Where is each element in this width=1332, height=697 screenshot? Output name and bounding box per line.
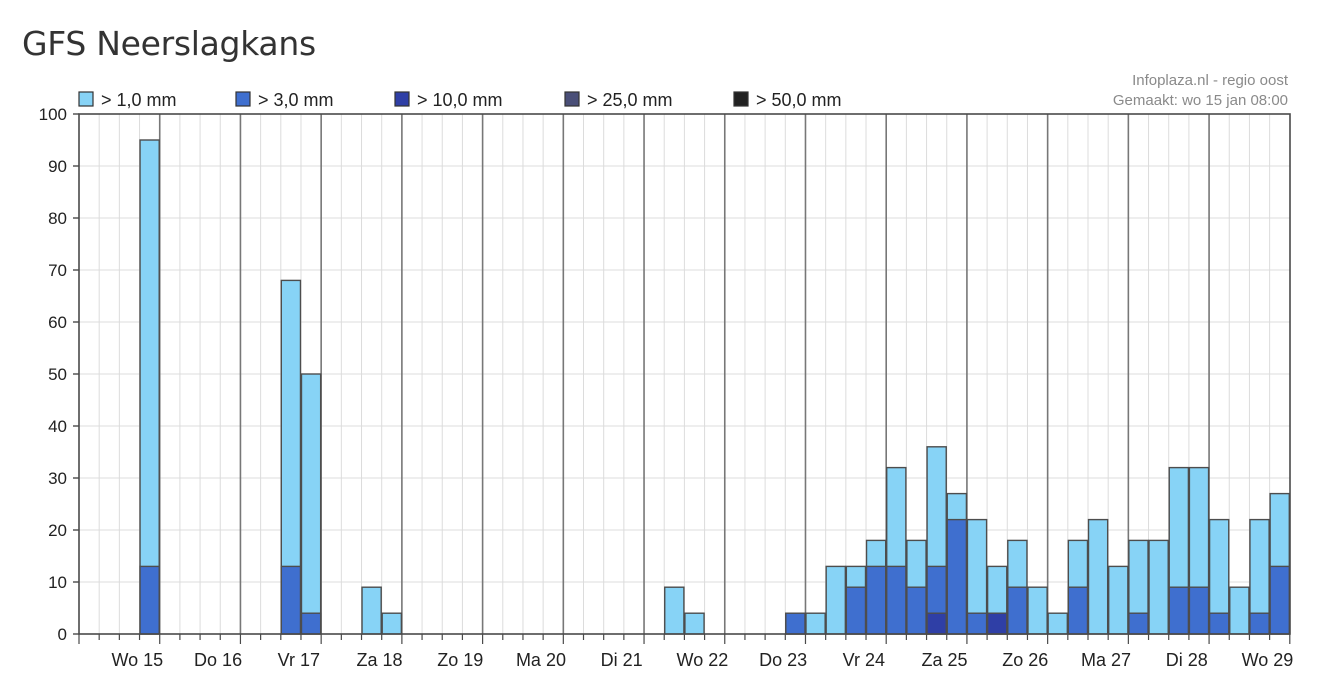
- x-axis: Wo 15 Do 16 Vr 17 Za 18 Zo 19 Ma 20 Di 21 Wo 22…: [78, 634, 1294, 670]
- bar-gt1: [1087, 518, 1109, 635]
- legend-swatch-gt50: [733, 91, 749, 107]
- bar-gt3: [1188, 586, 1210, 635]
- x-day-label: Wo 15: [112, 650, 164, 670]
- credit-source: Infoplaza.nl - regio oost: [1132, 72, 1288, 89]
- x-day-label: Ma 20: [516, 650, 566, 670]
- bar-gt3: [966, 612, 988, 635]
- x-day-label: Za 18: [357, 650, 403, 670]
- x-day-label: Wo 22: [677, 650, 729, 670]
- bar-gt3: [1168, 586, 1190, 635]
- x-day-label: Do 16: [194, 650, 242, 670]
- x-day-label: Di 21: [601, 650, 643, 670]
- bar-gt3: [300, 612, 322, 635]
- bar-gt10: [926, 612, 947, 635]
- y-tick-label: 60: [48, 313, 67, 332]
- y-tick-label: 10: [48, 573, 67, 592]
- bar-gt1: [1107, 565, 1129, 635]
- x-day-label: Vr 24: [843, 650, 885, 670]
- bar-gt1: [361, 586, 382, 635]
- bar-gt3: [1007, 586, 1028, 635]
- x-day-label: Vr 17: [278, 650, 320, 670]
- y-tick-label: 20: [48, 521, 67, 540]
- y-tick-label: 100: [39, 105, 67, 124]
- bar-gt3: [1208, 612, 1230, 635]
- legend-label: > 1,0 mm: [101, 90, 177, 110]
- bar-gt1: [1047, 612, 1069, 635]
- x-day-label: Wo 29: [1242, 650, 1294, 670]
- page-title: GFS Neerslagkans: [22, 24, 316, 63]
- legend: > 1,0 mm > 3,0 mm > 10,0 mm > 25,0 mm > 50,0…: [78, 90, 842, 110]
- bar-gt10: [986, 612, 1008, 635]
- bar-gt3: [865, 565, 887, 635]
- y-tick-label: 50: [48, 365, 67, 384]
- bar-gt3: [886, 565, 907, 635]
- bar-gt3: [1128, 612, 1149, 635]
- bar-gt3: [785, 612, 806, 635]
- bar-gt3: [1249, 612, 1270, 635]
- x-day-label: Do 23: [759, 650, 807, 670]
- y-tick-label: 30: [48, 469, 67, 488]
- credit-made: Gemaakt: wo 15 jan 08:00: [1112, 92, 1288, 109]
- legend-swatch-gt3: [235, 91, 251, 107]
- bar-gt3: [946, 518, 968, 635]
- bar-gt1: [139, 139, 160, 635]
- legend-label: > 3,0 mm: [258, 90, 334, 110]
- bar-gt3: [906, 586, 927, 635]
- bar-gt1: [300, 373, 322, 635]
- bar-gt1: [1027, 586, 1048, 635]
- grid-lines: [79, 114, 1290, 634]
- bar-gt3: [1067, 586, 1089, 635]
- x-day-label: Di 28: [1166, 650, 1208, 670]
- bars: [139, 139, 1290, 635]
- bar-gt3: [1269, 565, 1290, 635]
- y-axis: 0 10 20 30 40 50 60 70 80 90 100: [39, 105, 79, 644]
- legend-swatch-gt10: [394, 91, 410, 107]
- x-day-label: Za 25: [922, 650, 968, 670]
- legend-swatch-gt25: [564, 91, 580, 107]
- x-day-label: Zo 19: [437, 650, 483, 670]
- x-day-label: Ma 27: [1081, 650, 1131, 670]
- bar-gt1: [684, 612, 705, 635]
- legend-label: > 50,0 mm: [756, 90, 842, 110]
- x-day-label: Zo 26: [1002, 650, 1048, 670]
- y-tick-label: 0: [58, 625, 67, 644]
- bar-gt1: [1229, 586, 1250, 635]
- legend-swatch-gt1: [78, 91, 94, 107]
- bar-gt1: [381, 612, 403, 635]
- bar-gt3: [845, 586, 867, 635]
- y-tick-label: 40: [48, 417, 67, 436]
- bar-gt3: [139, 565, 160, 635]
- legend-label: > 25,0 mm: [587, 90, 673, 110]
- y-tick-label: 70: [48, 261, 67, 280]
- bar-gt1: [805, 612, 826, 635]
- bar-gt1: [664, 586, 685, 635]
- y-tick-label: 90: [48, 157, 67, 176]
- legend-label: > 10,0 mm: [417, 90, 503, 110]
- bar-gt1: [825, 565, 847, 635]
- bar-gt3: [280, 565, 302, 635]
- bar-gt1: [1148, 539, 1169, 635]
- y-tick-label: 80: [48, 209, 67, 228]
